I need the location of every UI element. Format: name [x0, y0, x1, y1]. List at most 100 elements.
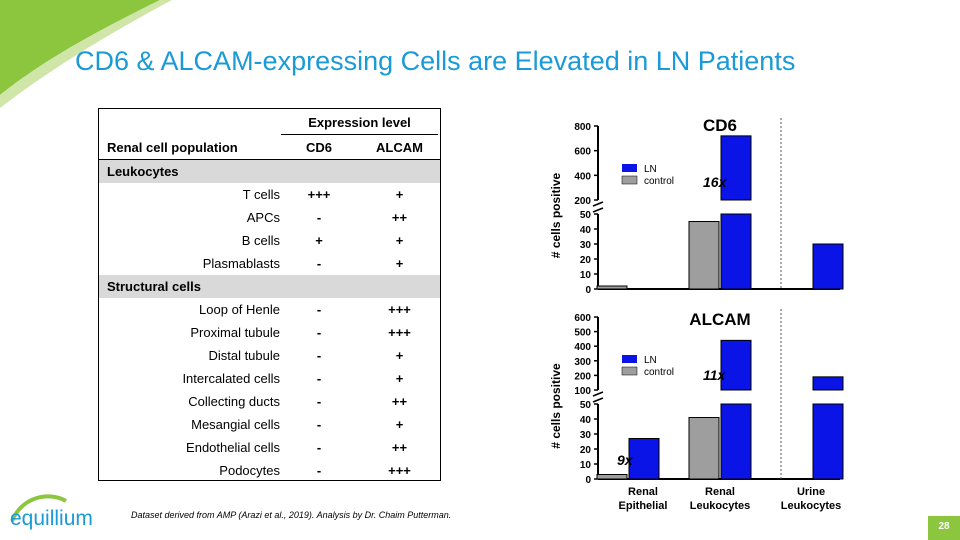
bar-ln	[812, 243, 844, 290]
legend-label-ln: LN	[644, 164, 657, 175]
y-tick-label: 30	[580, 240, 592, 251]
section-label: Leukocytes	[107, 164, 179, 179]
cell-population-name: Plasmablasts	[202, 256, 280, 271]
cd6-header: CD6	[305, 140, 332, 155]
bar-ln	[720, 213, 752, 290]
x-category-label: Leukocytes	[781, 500, 842, 512]
table-row: APCs - ++	[99, 206, 440, 229]
table-row: Mesangial cells - +	[99, 413, 440, 436]
y-tick-label: 300	[574, 357, 591, 368]
cd6-level: -	[316, 325, 322, 340]
alcam-level: +	[395, 256, 404, 271]
x-category-label: Epithelial	[619, 500, 668, 512]
bar-control	[688, 417, 720, 480]
cd6-level: -	[316, 440, 322, 455]
cd6-level: +++	[307, 187, 331, 202]
y-tick-label: 40	[580, 415, 592, 426]
legend-swatch-control	[621, 366, 638, 376]
x-category-label: Urine	[797, 486, 825, 498]
bar-ln-upper	[720, 339, 752, 391]
legend-label-control: control	[644, 367, 674, 378]
alcam-level: ++	[391, 210, 408, 225]
y-tick-label: 50	[580, 210, 592, 221]
chart-title: CD6	[703, 116, 737, 135]
y-tick-label: 600	[574, 147, 591, 158]
y-tick-label: 40	[580, 225, 592, 236]
alcam-level: +	[395, 187, 404, 202]
cell-population-name: B cells	[241, 233, 280, 248]
cd6-level: +	[315, 233, 323, 248]
y-tick-label: 50	[580, 400, 592, 411]
bar-ln-upper	[812, 376, 844, 391]
x-category-label: Leukocytes	[690, 500, 751, 512]
cell-population-name: Podocytes	[219, 463, 280, 478]
table-row: Loop of Henle - +++	[99, 298, 440, 321]
bar-control	[596, 474, 628, 480]
table-row: Intercalated cells - +	[99, 367, 440, 390]
y-tick-label: 20	[580, 445, 592, 456]
cd6-level: -	[316, 302, 322, 317]
alcam-level: +++	[388, 325, 411, 340]
y-tick-label: 400	[574, 342, 591, 353]
alcam-level: +++	[388, 463, 411, 478]
alcam-level: +	[395, 233, 404, 248]
y-tick-label: 10	[580, 460, 592, 471]
y-tick-label: 30	[580, 430, 592, 441]
page-title: CD6 & ALCAM-expressing Cells are Elevate…	[75, 46, 796, 76]
bar-ln	[720, 403, 752, 480]
chart-title: ALCAM	[689, 310, 750, 329]
cell-population-name: Proximal tubule	[190, 325, 280, 340]
y-tick-label: 100	[574, 386, 591, 397]
bar-control	[688, 221, 720, 290]
alcam-level: ++	[391, 440, 408, 455]
legend-swatch-control	[621, 175, 638, 185]
cd6-level: -	[316, 371, 322, 386]
population-header: Renal cell population	[107, 140, 238, 155]
expression-table: Expression level Renal cell population C…	[98, 108, 441, 481]
fold-change-annotation: 11x	[703, 367, 727, 383]
axis-break-mark	[592, 201, 604, 213]
alcam-header: ALCAM	[376, 140, 423, 155]
legend-label-control: control	[644, 176, 674, 187]
legend-swatch-ln	[622, 164, 637, 172]
alcam-level: +++	[388, 302, 411, 317]
section-header: Leukocytes	[99, 160, 440, 183]
y-tick-label: 10	[580, 270, 592, 281]
alcam-level: +	[395, 348, 404, 363]
cell-population-name: Distal tubule	[208, 348, 280, 363]
y-axis-label: # cells positive	[549, 363, 563, 449]
table-row: Endothelial cells - ++	[99, 436, 440, 459]
cell-population-name: Endothelial cells	[186, 440, 280, 455]
alcam-level: +	[395, 417, 404, 432]
cell-population-name: Loop of Henle	[199, 302, 280, 317]
x-category-label: Renal	[628, 486, 658, 498]
y-tick-label: 20	[580, 255, 592, 266]
y-tick-label: 0	[585, 285, 591, 296]
cd6-level: -	[316, 417, 322, 432]
cd6-level: -	[316, 348, 322, 363]
y-tick-label: 0	[585, 475, 591, 486]
bar-ln	[812, 403, 844, 480]
cell-population-name: Mesangial cells	[191, 417, 280, 432]
section-label: Structural cells	[107, 279, 201, 294]
cd6-level: -	[316, 256, 322, 271]
table-row: T cells +++ +	[99, 183, 440, 206]
table-row: B cells + +	[99, 229, 440, 252]
alcam-level: +	[395, 371, 404, 386]
footer-note: Dataset derived from AMP (Arazi et al., …	[131, 510, 452, 520]
cd6-level: -	[316, 463, 322, 478]
cell-population-name: Intercalated cells	[182, 371, 280, 386]
cell-population-name: APCs	[246, 210, 280, 225]
bar-ln-upper	[720, 135, 752, 201]
cd6-level: -	[316, 210, 322, 225]
legend-label-ln: LN	[644, 355, 657, 366]
y-tick-label: 600	[574, 313, 591, 324]
axis-break-mark	[592, 391, 604, 403]
legend-swatch-ln	[622, 355, 637, 363]
alcam-level: ++	[391, 394, 408, 409]
y-tick-label: 200	[574, 371, 591, 382]
table-row: Collecting ducts - ++	[99, 390, 440, 413]
y-tick-label: 400	[574, 171, 591, 182]
fold-change-annotation: 9x	[617, 452, 634, 468]
